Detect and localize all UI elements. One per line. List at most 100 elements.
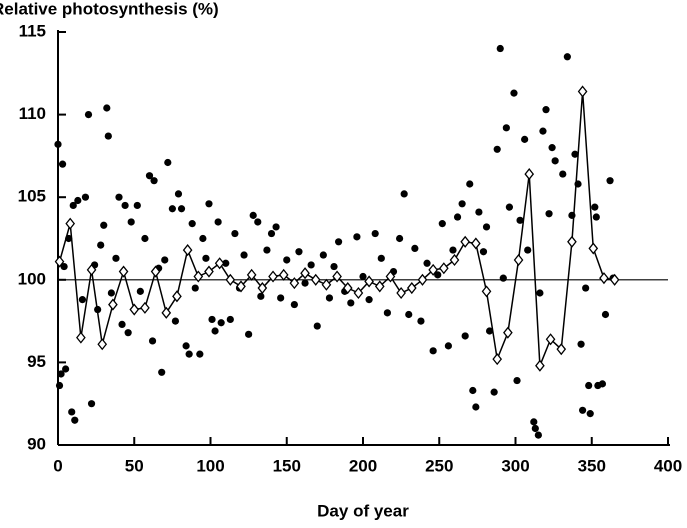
data-point [202,254,210,262]
y-tick-label: 105 [18,187,46,206]
data-point [365,296,373,304]
data-point [57,370,65,378]
data-point [211,327,219,335]
data-point [60,262,68,271]
data-point [136,287,144,295]
diamond-marker [374,280,385,293]
data-point [524,246,532,254]
data-point [118,320,126,329]
diamond-marker [556,343,567,356]
y-tick-label: 115 [19,21,46,40]
data-point [423,259,431,267]
data-point [240,251,248,259]
data-point [107,289,115,297]
data-point [100,221,108,229]
diamond-marker [161,306,172,319]
data-point [335,238,343,246]
diamond-marker [385,270,396,283]
data-point [150,177,158,185]
data-point [371,229,379,238]
data-point [510,89,518,97]
diamond-marker [577,85,588,98]
data-point [571,150,579,158]
data-point [188,220,196,228]
diamond-marker [492,353,503,366]
data-point [164,158,172,167]
data-point [205,200,213,208]
diamond-marker [481,285,492,298]
x-tick-label: 400 [654,456,682,475]
diamond-marker [108,298,118,311]
data-point [461,332,469,340]
diamond-marker [236,280,246,293]
diamond-marker [503,326,513,339]
data-point [141,234,149,243]
data-point [112,254,120,262]
data-point [434,271,442,279]
diamond-marker [182,244,193,257]
diamond-marker [310,273,321,286]
x-axis-label: Day of year [317,501,409,520]
data-point [277,294,285,302]
data-point [267,229,276,238]
data-point [124,329,132,337]
data-point [513,376,521,385]
data-point [97,241,105,249]
diamond-marker [321,278,332,291]
x-tick-label: 150 [273,456,301,475]
x-tick-label: 250 [425,456,453,475]
data-point [231,229,239,238]
data-point [536,289,544,297]
data-point [307,261,315,269]
data-point [539,127,547,135]
data-point [559,170,567,178]
data-point [400,190,408,198]
diamond-marker [353,286,364,300]
data-point [444,342,452,350]
data-point [148,337,157,345]
data-point [551,157,559,165]
data-point [521,135,529,143]
chart-title: Relative photosynthesis (%) [0,0,219,18]
x-tick-label: 0 [53,456,62,475]
weekly-line [58,91,615,366]
data-point [55,381,64,390]
data-point [313,322,321,330]
diamond-marker [535,359,545,372]
diamond-marker [513,253,524,267]
data-point [182,342,190,350]
diamond-marker [449,253,460,267]
diamond-marker [342,282,353,295]
data-point [103,104,111,112]
data-point [586,410,594,418]
diamond-marker [76,331,86,344]
diamond-marker [214,257,225,270]
data-point [161,256,169,264]
data-point [174,190,183,198]
diamond-marker [118,265,129,278]
data-point [502,124,510,132]
data-point [377,254,385,262]
data-point [499,274,507,282]
data-point [171,317,180,325]
data-point [62,365,70,373]
data-point [579,406,587,414]
data-point [87,400,96,408]
data-point [254,218,262,226]
data-point [606,177,614,185]
diamond-marker [140,301,150,314]
y-tick-label: 90 [27,434,46,453]
diamond-marker [172,290,182,303]
diamond-marker [246,268,257,281]
diamond-marker [54,255,65,268]
data-point [58,160,67,168]
x-tick-label: 50 [125,456,144,475]
data-point [472,403,480,411]
diamond-marker [406,282,417,295]
data-point [563,53,571,61]
data-point [330,262,338,271]
data-point [245,330,253,338]
diamond-marker [609,273,620,286]
data-point [191,284,199,292]
data-point [601,310,610,319]
